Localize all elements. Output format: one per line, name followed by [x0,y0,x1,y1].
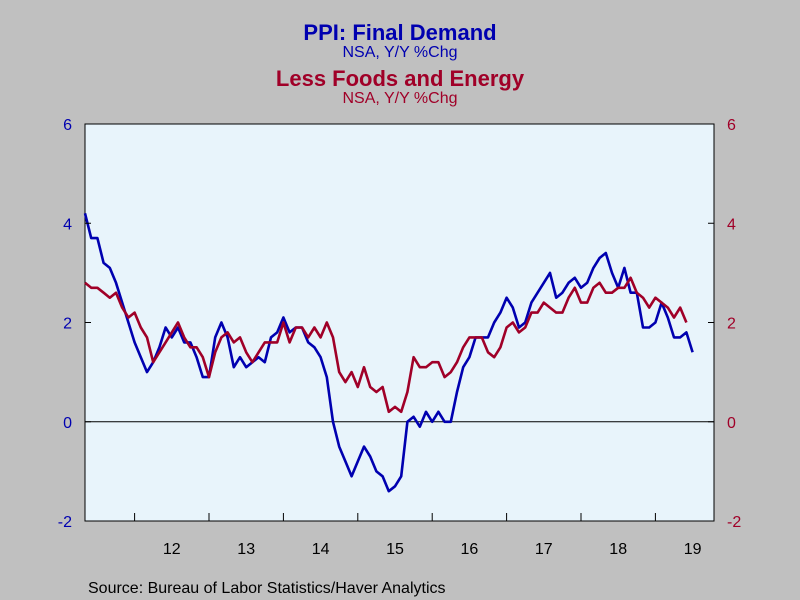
chart-subtitle-1: NSA, Y/Y %Chg [342,44,457,61]
x-tick-label: 12 [163,541,181,558]
x-tick-label: 14 [312,541,330,558]
x-tick-label: 19 [684,541,702,558]
chart-title-2: Less Foods and Energy [276,66,525,91]
right-y-tick-label: 0 [727,415,736,432]
left-y-tick-label: 2 [63,316,72,333]
plot-area [84,123,715,522]
x-tick-label: 15 [386,541,404,558]
series-less-foods-energy [84,276,688,414]
left-y-tick-label: 0 [63,415,72,432]
right-y-tick-label: 2 [727,316,736,333]
right-y-tick-label: -2 [727,514,741,531]
left-y-tick-label: 4 [63,216,72,233]
x-tick-label: 18 [609,541,627,558]
source-note: Source: Bureau of Labor Statistics/Haver… [88,580,446,597]
x-tick-label: 13 [237,541,255,558]
x-tick-label: 16 [461,541,479,558]
chart-subtitle-2: NSA, Y/Y %Chg [342,90,457,107]
left-y-tick-label: 6 [63,117,72,134]
right-y-tick-label: 4 [727,216,736,233]
chart-title-1: PPI: Final Demand [303,20,496,45]
right-y-tick-label: 6 [727,117,736,134]
left-y-tick-label: -2 [58,514,72,531]
x-tick-label: 17 [535,541,553,558]
